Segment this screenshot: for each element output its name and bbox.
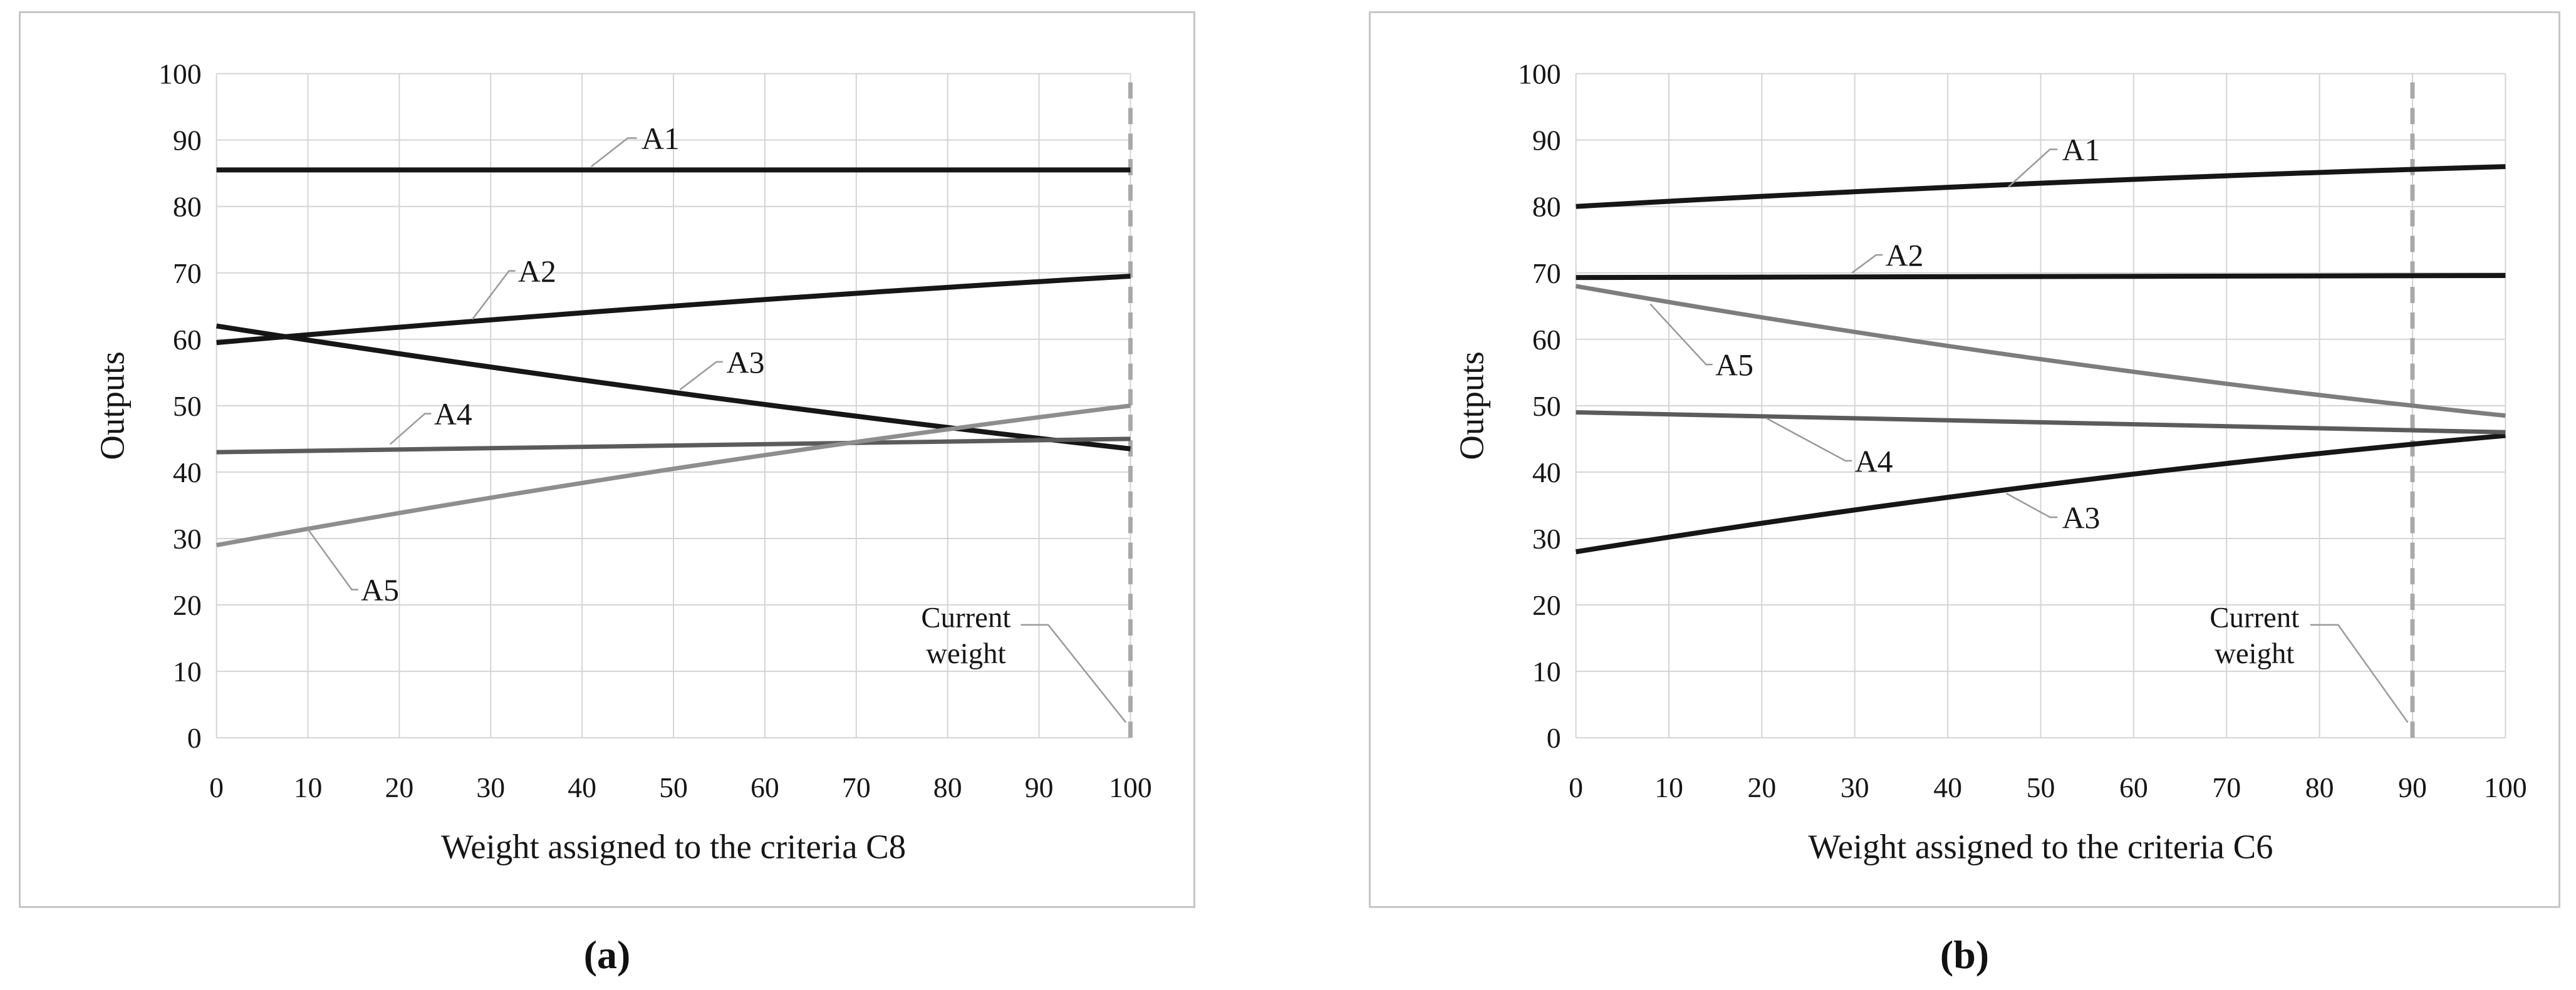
series-A3-leader	[679, 361, 723, 391]
y-tick-label: 10	[173, 656, 202, 688]
x-tick-label: 80	[2305, 771, 2334, 803]
y-tick-label: 0	[1547, 722, 1561, 754]
y-tick-label: 10	[1532, 656, 1561, 688]
series-A2-label: A2	[518, 254, 556, 289]
series-A2-leader	[472, 270, 516, 320]
series-A4-label: A4	[434, 397, 472, 431]
y-tick-label: 100	[158, 58, 202, 90]
series-A2-label: A2	[1886, 239, 1924, 273]
y-tick-label: 60	[173, 324, 202, 356]
x-tick-label: 0	[1569, 771, 1583, 803]
series-A3-line	[1575, 433, 2506, 555]
series-A4-line	[216, 436, 1131, 455]
chart-panel-a: A1 A2 A3 A4 A5 Current weight 0 10 20 30 40 50 60 70 80…	[19, 11, 1195, 908]
x-tick-label: 40	[1933, 771, 1962, 803]
chart-panel-b: A1 A2 A3 A4 A5 Current weight 0 10 20 30 40 50 60 70 80…	[1369, 11, 2560, 908]
y-tick-label: 70	[1532, 257, 1561, 289]
series-A2-line	[1576, 273, 2506, 281]
y-tick-label: 40	[1532, 456, 1561, 488]
series-A5-line	[216, 403, 1131, 548]
x-tick-label: 20	[1747, 771, 1776, 803]
y-tick-label: 80	[1532, 191, 1561, 223]
series-A5-label: A5	[1715, 348, 1753, 383]
y-tick-label: 90	[1532, 125, 1561, 157]
y-axis-title: Outputs	[1452, 351, 1490, 460]
x-tick-label: 80	[933, 771, 962, 803]
x-tick-label: 50	[2027, 771, 2055, 803]
y-tick-label: 30	[173, 523, 202, 555]
series-A1-line	[1576, 164, 2506, 209]
x-tick-label: 70	[842, 771, 871, 803]
series-A5-line	[1576, 284, 2506, 418]
x-tick-label: 10	[294, 771, 323, 803]
y-tick-label: 50	[1532, 390, 1561, 422]
y-tick-label: 30	[1532, 523, 1561, 555]
x-tick-label: 10	[1654, 771, 1683, 803]
series-A3-leader	[2005, 492, 2058, 518]
current-weight-label-line2: weight	[926, 637, 1005, 670]
x-tick-label: 70	[2212, 771, 2241, 803]
series-A3-line	[216, 323, 1131, 451]
gridlines	[216, 73, 1131, 739]
caption-b: (b)	[1940, 932, 1990, 977]
series-A5-leader	[307, 529, 358, 590]
current-weight-label-line1: Current	[2210, 601, 2299, 634]
series-A1-leader	[590, 137, 637, 168]
x-tick-label: 20	[385, 771, 413, 803]
series-A3-label: A3	[2062, 500, 2101, 535]
y-tick-label: 80	[173, 191, 202, 223]
x-axis-title: Weight assigned to the criteria C8	[441, 828, 906, 866]
x-tick-label: 60	[750, 771, 779, 803]
y-tick-label: 90	[173, 125, 202, 157]
y-tick-label: 20	[1532, 589, 1561, 621]
current-weight-label-line1: Current	[921, 601, 1010, 634]
series-A5-leader	[1649, 303, 1713, 366]
current-weight-label-line2: weight	[2215, 637, 2294, 670]
x-tick-label: 0	[209, 771, 224, 803]
y-tick-label: 0	[187, 722, 202, 754]
x-tick-label: 40	[568, 771, 596, 803]
x-tick-label: 90	[2398, 771, 2427, 803]
series-A1-label: A1	[641, 121, 680, 156]
x-tick-label: 60	[2119, 771, 2148, 803]
y-tick-label: 60	[1532, 324, 1561, 356]
series-A2-line	[216, 274, 1131, 346]
series-A4-leader	[389, 413, 432, 445]
current-weight-leader	[2310, 624, 2409, 723]
series-A1-label: A1	[2062, 133, 2101, 167]
x-tick-label: 30	[476, 771, 505, 803]
y-tick-label: 70	[173, 257, 202, 289]
series-A5-label: A5	[361, 573, 399, 607]
x-tick-label: 100	[2484, 771, 2527, 803]
y-tick-label: 100	[1518, 58, 1561, 90]
series-A1-leader	[2007, 148, 2058, 188]
x-axis-title: Weight assigned to the criteria C6	[1808, 828, 2273, 866]
series-A2-leader	[1851, 254, 1883, 274]
series-A4-label: A4	[1855, 444, 1893, 478]
series-A3-label: A3	[727, 345, 765, 379]
series-A4-line	[1576, 410, 2506, 435]
current-weight-leader	[1021, 624, 1127, 723]
x-tick-label: 90	[1025, 771, 1054, 803]
x-tick-label: 30	[1841, 771, 1869, 803]
y-tick-label: 20	[173, 589, 202, 621]
y-tick-label: 50	[173, 390, 202, 422]
caption-a: (a)	[583, 932, 631, 977]
y-axis-title: Outputs	[93, 351, 131, 460]
series-A4-leader	[1766, 417, 1852, 462]
y-tick-label: 40	[173, 456, 202, 488]
x-tick-label: 50	[659, 771, 688, 803]
x-tick-label: 100	[1109, 771, 1152, 803]
